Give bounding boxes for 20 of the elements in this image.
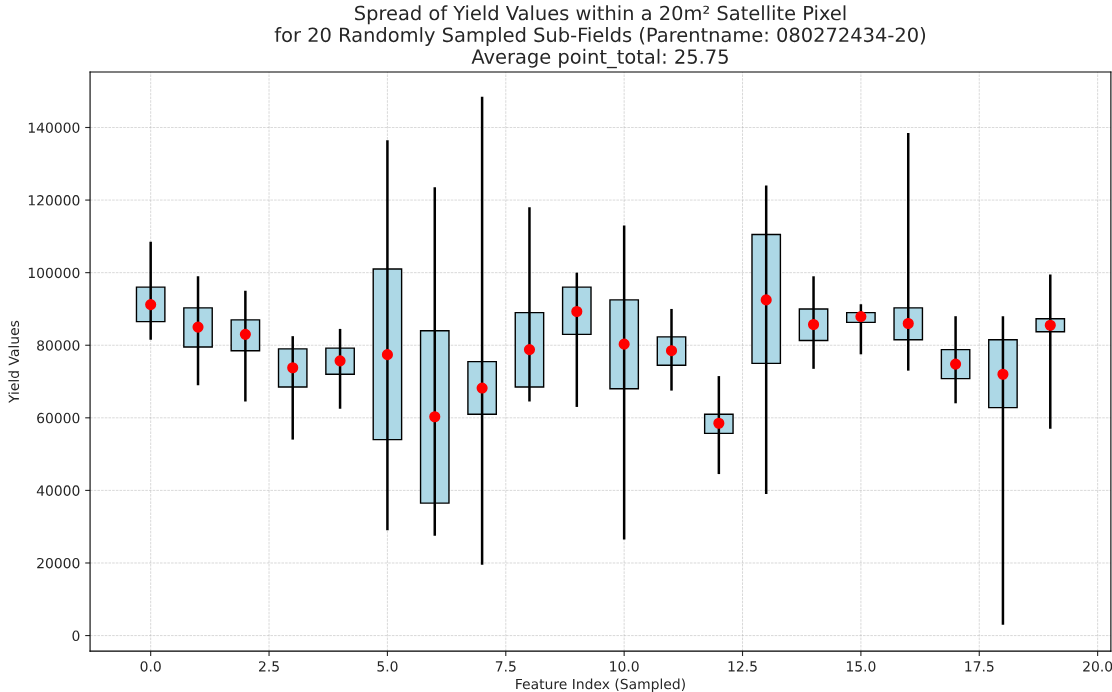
y-tick-label: 60000: [37, 412, 80, 424]
x-tick-label: 12.5: [728, 661, 757, 672]
y-tick-label: 40000: [36, 485, 80, 496]
y-axis-title: Yield Values: [8, 320, 20, 404]
x-tick-label: 17.5: [965, 661, 994, 672]
y-tick-label: 100000: [28, 267, 80, 279]
x-tick-label: 2.5: [259, 661, 279, 672]
y-tick-label: 120000: [28, 195, 80, 206]
x-tick-label: 15.0: [846, 661, 876, 672]
x-tick-label: 7.5: [495, 661, 516, 672]
y-tick-label: 0: [72, 630, 80, 642]
x-axis-title: Feature Index (Sampled): [516, 678, 685, 692]
y-tick-label: 140000: [28, 122, 80, 133]
x-tick-label: 0.0: [140, 661, 161, 672]
x-tick-label: 10.0: [610, 661, 639, 672]
y-tick-label: 80000: [37, 340, 80, 351]
x-tick-label: 5.0: [377, 661, 398, 672]
y-tick-label: 20000: [37, 557, 80, 569]
chart-title: Spread of Yield Values within a 20m² Satellite Pixel for 20 Randomly Sampled Sub-Fields (Parentname: 080272434-20) Average point_total: 25.75: [274, 5, 926, 69]
x-tick-label: 20.0: [1083, 661, 1112, 672]
